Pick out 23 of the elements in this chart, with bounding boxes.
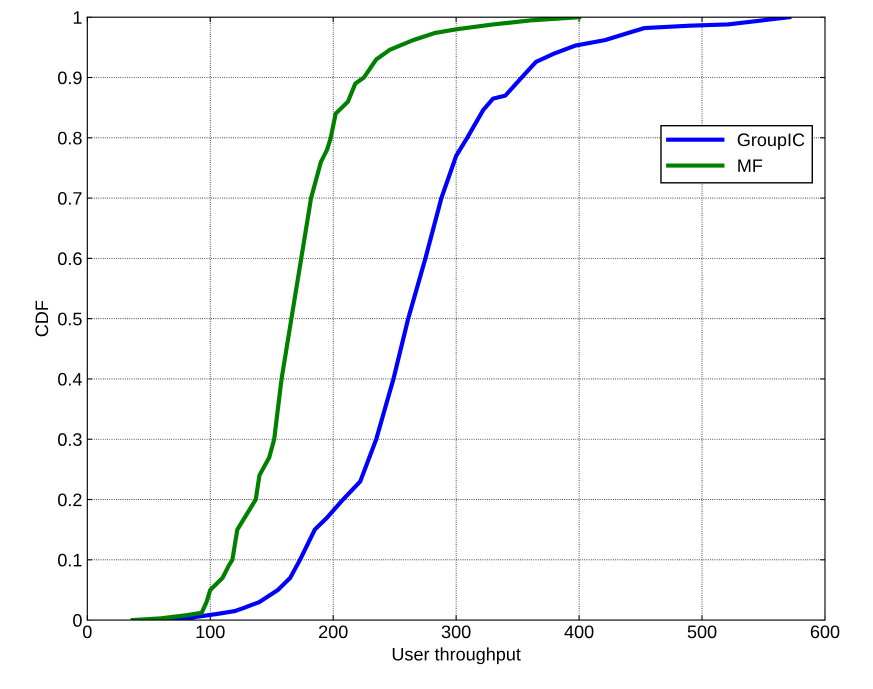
legend-label: MF <box>738 159 762 172</box>
y-tick-label: 0.1 <box>58 554 82 567</box>
legend-label: GroupIC <box>738 133 804 150</box>
y-tick-label: 0 <box>73 614 82 627</box>
x-tick-label: 500 <box>688 625 716 638</box>
y-tick-label: 0.3 <box>58 433 82 446</box>
y-tick-label: 0.8 <box>58 132 82 145</box>
y-tick-label: 0.5 <box>58 312 82 326</box>
y-tick-label: 0.6 <box>58 252 82 266</box>
x-tick-label: 100 <box>196 625 225 638</box>
x-axis-title: User throughput <box>392 647 521 664</box>
y-tick-label: 0.4 <box>58 372 82 386</box>
x-tick-label: 600 <box>810 625 840 638</box>
x-tick-label: 200 <box>319 625 348 638</box>
y-tick-label: 0.9 <box>58 71 82 84</box>
x-tick-label: 0 <box>82 625 92 638</box>
y-tick-label: 0.2 <box>58 493 82 506</box>
y-tick-label: 1 <box>74 11 82 24</box>
x-tick-label: 300 <box>442 625 470 638</box>
x-tick-label: 400 <box>564 625 594 638</box>
y-axis-title: CDF <box>35 300 48 336</box>
y-tick-label: 0.7 <box>58 192 82 205</box>
line-series <box>130 17 582 620</box>
